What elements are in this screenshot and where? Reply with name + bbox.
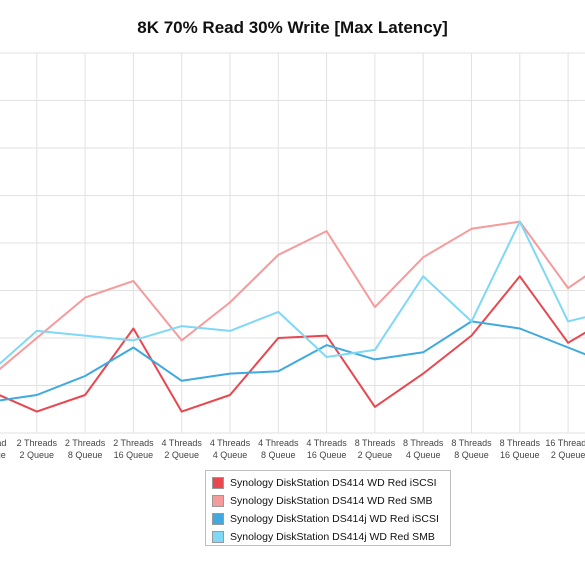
chart-title: 8K 70% Read 30% Write [Max Latency] [137,18,448,37]
x-tick-label: 4 Threads 8 Queue [258,438,299,460]
legend-swatch [212,477,224,489]
x-tick-label: 2 Threads 2 Queue [17,438,58,460]
legend-swatch [212,495,224,507]
legend-item[interactable]: Synology DiskStation DS414 WD Red SMB [212,492,450,510]
x-tick-label: 2 Threads 8 Queue [65,438,106,460]
legend-item[interactable]: Synology DiskStation DS414 WD Red iSCSI [212,474,450,492]
series-line [0,320,585,402]
x-tick-label: 8 Threads 8 Queue [451,438,492,460]
x-tick-label: 2 Threads 16 Queue [113,438,154,460]
legend-label: Synology DiskStation DS414j WD Red iSCSI [230,513,439,525]
legend-swatch [212,513,224,525]
series-line [0,275,585,413]
legend-item[interactable]: Synology DiskStation DS414j WD Red SMB [212,528,450,546]
series-line [0,220,585,371]
x-tick-label: 8 Threads 2 Queue [355,438,396,460]
legend-label: Synology DiskStation DS414 WD Red SMB [230,495,433,507]
legend-item[interactable]: Synology DiskStation DS414j WD Red iSCSI [212,510,450,528]
legend-label: Synology DiskStation DS414 WD Red iSCSI [230,477,437,489]
x-tick-label: 4 Threads 2 Queue [162,438,203,460]
x-tick-label: 1 Thread8 Queue [0,438,6,460]
legend-label: Synology DiskStation DS414j WD Red SMB [230,531,435,543]
series-line [0,220,585,365]
series-lines [0,220,585,413]
legend-swatch [212,531,224,543]
legend: Synology DiskStation DS414 WD Red iSCSI S… [205,470,451,546]
x-tick-label: 8 Threads 16 Queue [500,438,541,460]
x-tick-label: 4 Threads 4 Queue [210,438,251,460]
x-tick-label: 4 Threads 16 Queue [306,438,347,460]
grid-lines [0,52,585,434]
x-tick-label: 8 Threads 4 Queue [403,438,444,460]
